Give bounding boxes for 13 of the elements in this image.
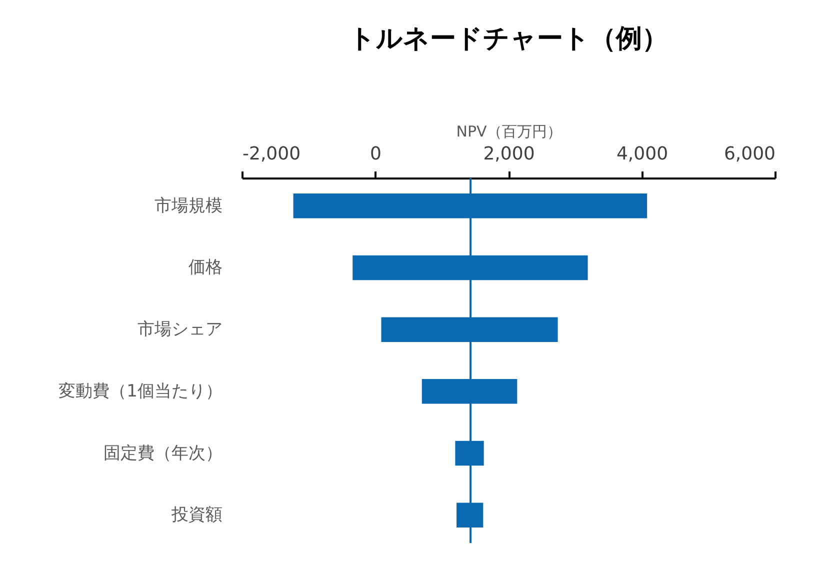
x-tick-label: 4,000 [616, 144, 668, 164]
y-tick-label: 市場シェア [138, 320, 222, 340]
y-tick-label: 価格 [188, 258, 222, 278]
y-tick-label: 変動費（1個当たり） [58, 381, 222, 402]
x-tick-label: 6,000 [724, 144, 776, 164]
x-tick-label: 2,000 [483, 144, 535, 164]
x-tick-label: -2,000 [242, 144, 301, 164]
y-tick-label: 市場規模 [154, 196, 222, 216]
x-axis-title: NPV（百万円） [456, 122, 562, 140]
y-tick-label: 固定費（年次） [104, 443, 222, 464]
x-tick-label: 0 [370, 144, 382, 164]
y-tick-label: 投資額 [170, 505, 222, 526]
chart-title: トルネードチャート（例） [349, 24, 668, 54]
